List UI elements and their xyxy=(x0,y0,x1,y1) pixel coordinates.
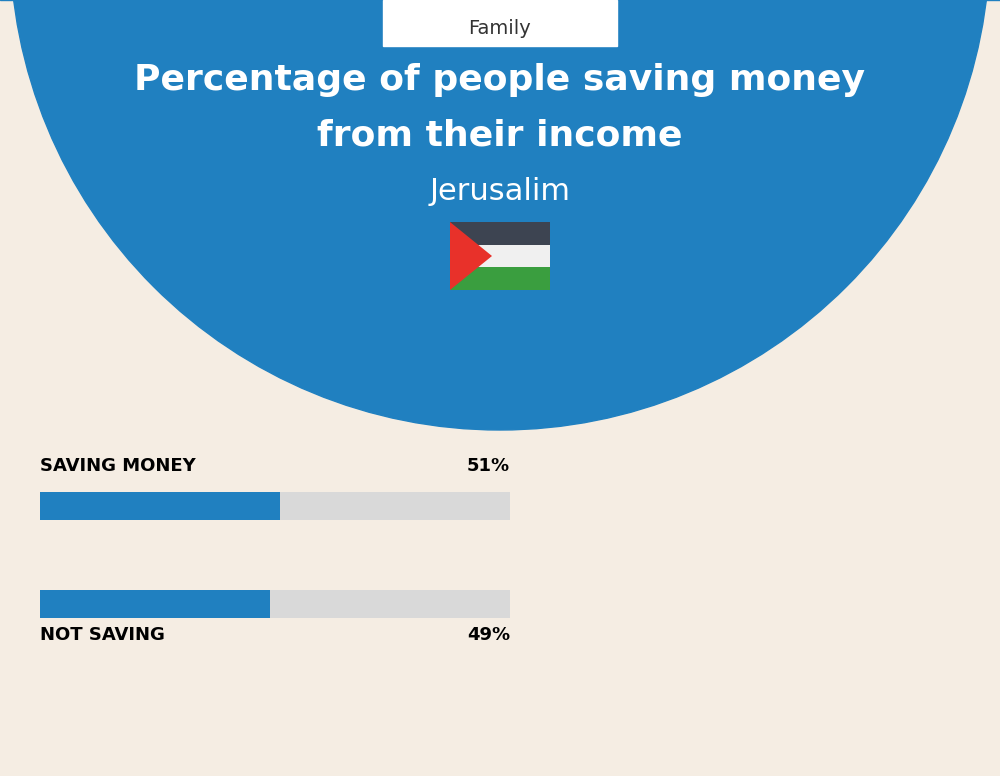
Text: NOT SAVING: NOT SAVING xyxy=(40,626,165,644)
Bar xyxy=(450,222,550,244)
Text: 51%: 51% xyxy=(467,457,510,475)
Bar xyxy=(450,268,550,290)
Text: Percentage of people saving money: Percentage of people saving money xyxy=(134,63,866,97)
Bar xyxy=(40,590,270,618)
Bar xyxy=(40,590,510,618)
Text: from their income: from their income xyxy=(317,118,683,152)
FancyBboxPatch shape xyxy=(383,0,617,46)
Text: 49%: 49% xyxy=(467,626,510,644)
Circle shape xyxy=(10,0,990,430)
Text: Jerusalim: Jerusalim xyxy=(430,178,570,206)
Text: Family: Family xyxy=(469,19,531,37)
Bar xyxy=(40,492,280,520)
Bar xyxy=(450,244,550,268)
Bar xyxy=(40,492,510,520)
Text: SAVING MONEY: SAVING MONEY xyxy=(40,457,196,475)
Polygon shape xyxy=(450,222,492,290)
